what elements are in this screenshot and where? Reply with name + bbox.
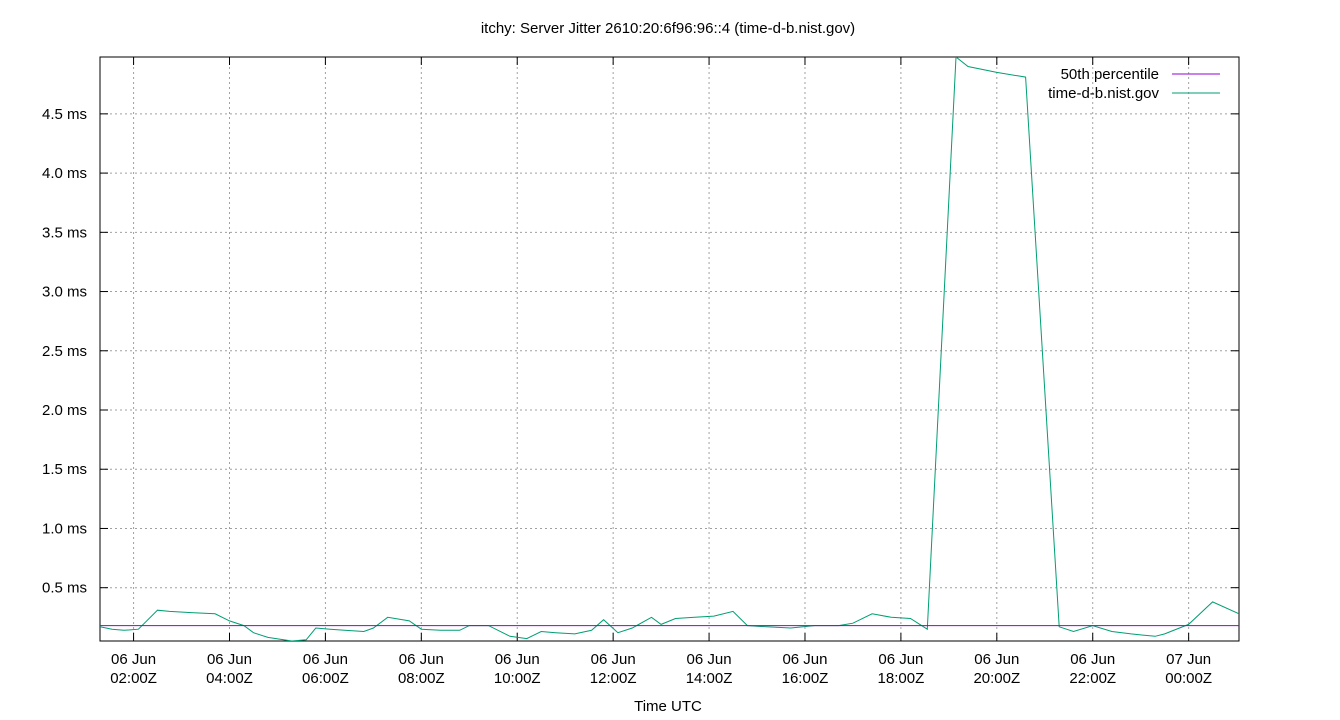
series-time-d-b-line bbox=[100, 57, 1239, 641]
x-tick-label-date: 06 Jun bbox=[399, 651, 444, 668]
axes: 0.5 ms 1.0 ms 1.5 ms 2.0 ms 2.5 ms 3.0 ms 3.5 … bbox=[42, 56, 1240, 687]
x-tick-label-date: 06 Jun bbox=[207, 651, 252, 668]
plot-border bbox=[99, 56, 1240, 642]
y-tick-label: 2.5 ms bbox=[42, 343, 87, 360]
x-tick-label-time: 14:00Z bbox=[686, 670, 733, 687]
x-tick-label-date: 06 Jun bbox=[591, 651, 636, 668]
y-tick-label: 3.5 ms bbox=[42, 224, 87, 241]
y-tick-label: 1.0 ms bbox=[42, 520, 87, 537]
x-tick-label-time: 06:00Z bbox=[302, 670, 349, 687]
x-tick-label-time: 10:00Z bbox=[494, 670, 541, 687]
x-tick-label-time: 02:00Z bbox=[110, 670, 157, 687]
x-tick-label-date: 06 Jun bbox=[974, 651, 1019, 668]
legend-label: 50th percentile bbox=[1061, 66, 1159, 83]
x-tick-label-date: 06 Jun bbox=[495, 651, 540, 668]
x-tick-label-time: 16:00Z bbox=[782, 670, 829, 687]
grid bbox=[100, 57, 1239, 641]
y-tick-label: 0.5 ms bbox=[42, 580, 87, 597]
x-tick-label-date: 06 Jun bbox=[878, 651, 923, 668]
x-tick-label-time: 22:00Z bbox=[1069, 670, 1116, 687]
legend: 50th percentile time-d-b.nist.gov bbox=[1048, 66, 1220, 102]
x-tick-label-date: 06 Jun bbox=[782, 651, 827, 668]
chart-title: itchy: Server Jitter 2610:20:6f96:96::4 … bbox=[481, 20, 855, 37]
x-tick-label-time: 12:00Z bbox=[590, 670, 637, 687]
x-tick-label-date: 06 Jun bbox=[303, 651, 348, 668]
y-tick-label: 2.0 ms bbox=[42, 402, 87, 419]
y-tick-label: 4.5 ms bbox=[42, 106, 87, 123]
x-tick-label-date: 06 Jun bbox=[111, 651, 156, 668]
x-tick-label-date: 06 Jun bbox=[687, 651, 732, 668]
x-tick-label-time: 18:00Z bbox=[878, 670, 925, 687]
y-tick-label: 3.0 ms bbox=[42, 284, 87, 301]
x-axis-label: Time UTC bbox=[634, 698, 702, 715]
x-tick-label-date: 07 Jun bbox=[1166, 651, 1211, 668]
x-tick-label-time: 08:00Z bbox=[398, 670, 445, 687]
x-tick-label-date: 06 Jun bbox=[1070, 651, 1115, 668]
y-tick-label: 4.0 ms bbox=[42, 165, 87, 182]
series-layer bbox=[100, 57, 1239, 641]
legend-label: time-d-b.nist.gov bbox=[1048, 85, 1159, 102]
x-tick-label-time: 04:00Z bbox=[206, 670, 253, 687]
x-tick-label-time: 20:00Z bbox=[973, 670, 1020, 687]
y-tick-label: 1.5 ms bbox=[42, 461, 87, 478]
x-tick-label-time: 00:00Z bbox=[1165, 670, 1212, 687]
